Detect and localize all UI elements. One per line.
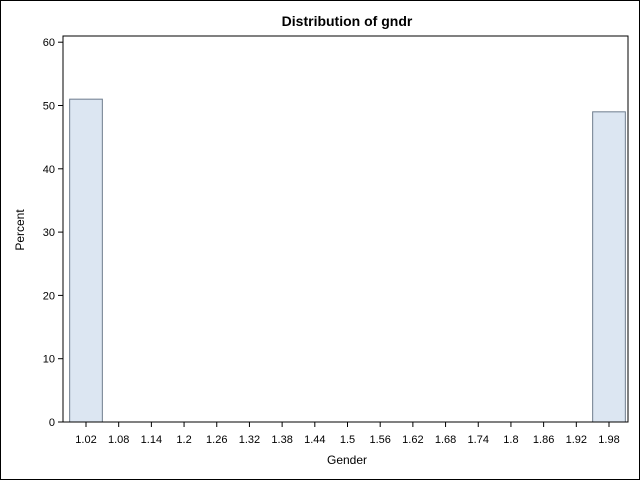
x-tick-label-7: 1.44 [304,434,325,446]
y-axis-label: Percent [13,209,27,251]
x-tick-label-16: 1.98 [598,434,619,446]
y-tick-label-1: 10 [43,354,55,366]
x-tick-label-5: 1.32 [239,434,260,446]
x-tick-label-1: 1.08 [108,434,129,446]
y-tick-label-2: 20 [43,290,55,302]
x-tick-label-3: 1.2 [176,434,191,446]
y-tick-label-5: 50 [43,101,55,113]
plot-area-frame [62,35,629,423]
y-tick-label-4: 40 [43,164,55,176]
x-tick-label-4: 1.26 [206,434,227,446]
x-tick-label-14: 1.86 [533,434,554,446]
y-tick-label-3: 30 [43,227,55,239]
histogram-bar-0 [69,98,103,423]
bars-group [69,98,626,423]
x-tick-label-8: 1.5 [340,434,355,446]
x-tick-label-9: 1.56 [369,434,390,446]
y-tick-label-6: 60 [43,37,55,49]
x-tick-label-2: 1.14 [141,434,162,446]
x-tick-label-13: 1.8 [503,434,518,446]
x-tick-label-11: 1.68 [435,434,456,446]
x-axis-label: Gender [327,453,367,467]
x-tick-label-10: 1.62 [402,434,423,446]
x-axis: 1.02 1.08 1.14 1.2 1.26 1.32 1.38 1.44 1.5 1.56 1.… [75,422,620,446]
chart-title: Distribution of gndr [282,13,413,29]
y-tick-label-0: 0 [49,417,55,429]
x-tick-label-0: 1.02 [75,434,96,446]
y-axis: 0 10 20 30 40 50 60 [43,37,63,429]
x-tick-label-6: 1.38 [271,434,292,446]
x-tick-label-15: 1.92 [566,434,587,446]
histogram-bar-16 [592,111,626,423]
x-tick-label-12: 1.74 [468,434,489,446]
